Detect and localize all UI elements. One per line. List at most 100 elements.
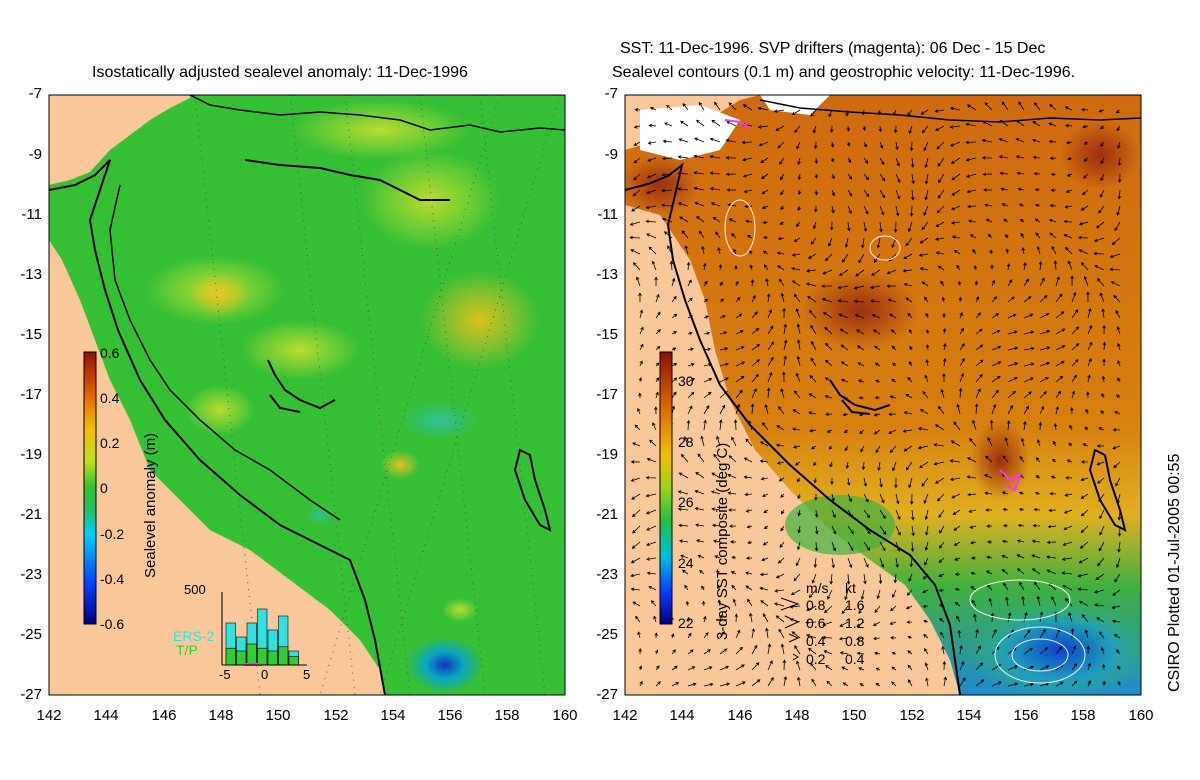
- velocity-arrow: [687, 649, 694, 655]
- velocity-arrow: [907, 635, 913, 640]
- velocity-arrow: [1071, 390, 1076, 399]
- velocity-arrow: [793, 573, 801, 582]
- right-map-frame: [624, 94, 1142, 696]
- velocity-arrow: [735, 296, 741, 303]
- velocity-arrow: [968, 219, 977, 223]
- velocity-arrow: [1023, 346, 1035, 351]
- velocity-arrow: [655, 328, 661, 335]
- velocity-arrow: [714, 101, 721, 111]
- velocity-arrow: [826, 429, 833, 433]
- velocity-arrow: [953, 525, 961, 531]
- velocity-arrow: [794, 390, 801, 399]
- velocity-arrow: [794, 125, 801, 134]
- velocity-arrow: [744, 492, 753, 497]
- velocity-arrow: [1053, 260, 1058, 271]
- velocity-arrow: [895, 189, 901, 200]
- velocity-arrow: [814, 509, 819, 518]
- velocity-arrow: [779, 173, 785, 181]
- velocity-arrow: [745, 556, 753, 560]
- histogram-bar-tp: [288, 656, 299, 666]
- velocity-arrow: [638, 392, 642, 399]
- velocity-arrow: [703, 666, 713, 671]
- velocity-arrow: [824, 395, 833, 399]
- velocity-arrow: [1003, 582, 1009, 591]
- velocity-arrow: [829, 221, 834, 231]
- velocity-arrow: [855, 269, 865, 277]
- velocity-arrow: [1052, 440, 1057, 447]
- velocity-arrow: [1007, 330, 1018, 335]
- velocity-arrow: [751, 388, 757, 399]
- velocity-arrow: [863, 205, 869, 215]
- velocity-arrow: [1078, 249, 1089, 255]
- velocity-arrow: [1049, 491, 1057, 496]
- velocity-arrow: [1018, 101, 1025, 111]
- velocity-arrow: [1021, 246, 1025, 255]
- velocity-arrow: [751, 373, 759, 383]
- velocity-arrow: [727, 203, 737, 207]
- velocity-arrow: [959, 660, 965, 671]
- velocity-arrow: [729, 524, 737, 528]
- velocity-arrow: [909, 205, 914, 217]
- velocity-arrow: [942, 373, 946, 383]
- velocity-arrow: [655, 293, 660, 303]
- velocity-arrow: [719, 362, 729, 367]
- velocity-arrow: [745, 219, 753, 224]
- velocity-arrow: [924, 374, 929, 383]
- velocity-arrow: [1039, 277, 1045, 287]
- velocity-arrow: [951, 235, 961, 239]
- velocity-arrow: [1063, 233, 1073, 239]
- velocity-arrow: [750, 279, 755, 287]
- velocity-arrow: [958, 387, 963, 399]
- velocity-arrow: [943, 676, 947, 687]
- velocity-arrow: [935, 125, 945, 131]
- colorbar-tick: 0.6: [100, 345, 120, 361]
- velocity-arrow: [1005, 248, 1010, 255]
- velocity-arrow: [767, 371, 773, 383]
- velocity-arrow: [703, 262, 707, 271]
- velocity-arrow: [716, 570, 721, 575]
- velocity-arrow: [1109, 253, 1121, 259]
- velocity-arrow: [919, 267, 929, 271]
- velocity-arrow: [757, 106, 769, 111]
- velocity-arrow: [827, 589, 833, 600]
- velocity-arrow: [822, 621, 833, 626]
- velocity-arrow: [696, 539, 705, 543]
- velocity-arrow: [987, 540, 993, 544]
- velocity-arrow: [742, 173, 753, 178]
- y-tick: -27: [596, 686, 618, 703]
- velocity-arrow: [810, 109, 817, 117]
- velocity-arrow: [1114, 411, 1121, 415]
- velocity-arrow: [796, 323, 801, 335]
- velocity-arrow: [735, 681, 746, 687]
- velocity-arrow: [1032, 121, 1041, 127]
- y-tick: -25: [596, 626, 618, 643]
- velocity-arrow: [975, 662, 984, 671]
- velocity-arrow: [1094, 237, 1105, 243]
- velocity-arrow: [1007, 612, 1012, 623]
- velocity-arrow: [709, 187, 721, 191]
- velocity-arrow: [826, 680, 833, 687]
- velocity-arrow: [985, 570, 993, 575]
- velocity-arrow: [1007, 404, 1013, 415]
- velocity-arrow: [903, 253, 913, 260]
- velocity-arrow: [1036, 246, 1041, 255]
- coastline-north: [189, 95, 565, 133]
- velocity-arrow: [856, 621, 865, 627]
- velocity-arrow: [719, 665, 730, 671]
- velocity-arrow: [907, 376, 913, 383]
- velocity-arrow: [959, 372, 964, 383]
- velocity-arrow: [761, 557, 769, 562]
- velocity-arrow: [949, 477, 961, 482]
- velocity-arrow: [1002, 524, 1009, 528]
- velocity-arrow: [1007, 682, 1019, 687]
- velocity-arrow: [838, 636, 849, 641]
- velocity-arrow: [925, 525, 929, 536]
- velocity-arrow: [1117, 141, 1121, 149]
- histogram-bar-tp: [246, 643, 257, 666]
- velocity-arrow: [1006, 263, 1011, 271]
- velocity-arrow: [823, 312, 833, 319]
- velocity-arrow: [1101, 308, 1105, 319]
- velocity-arrow: [632, 442, 641, 447]
- x-tick: 142: [36, 707, 62, 724]
- velocity-arrow: [791, 253, 801, 257]
